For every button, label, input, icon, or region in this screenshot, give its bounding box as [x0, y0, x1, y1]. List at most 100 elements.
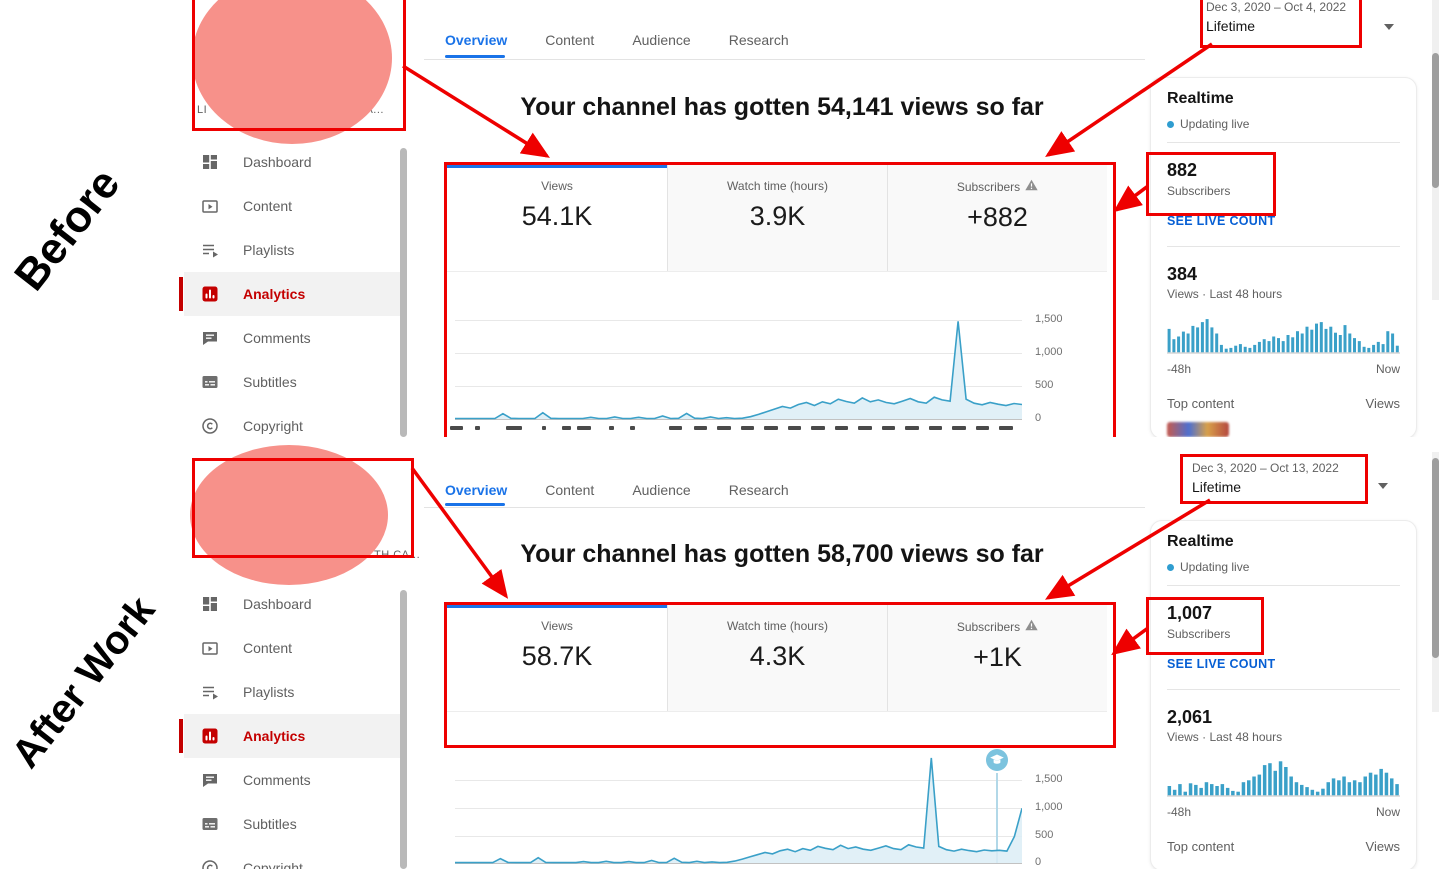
analytics-tabs: Overview Content Audience Research [445, 32, 789, 48]
live-dot-icon [1167, 563, 1174, 571]
after-screenshot: TH CA... Dashboard Content Playlists Ana… [0, 437, 1454, 869]
sidebar-item-playlists[interactable]: Playlists [184, 228, 400, 272]
chart-baseline [455, 863, 1022, 864]
subtitles-icon [200, 814, 220, 834]
playlists-icon [200, 240, 220, 260]
page-scrollbar-thumb[interactable] [1432, 458, 1439, 658]
page-scrollbar-thumb[interactable] [1432, 53, 1439, 188]
active-tab-underline [445, 55, 505, 58]
redaction-blob [190, 445, 388, 585]
tab-overview[interactable]: Overview [445, 482, 508, 498]
sidebar-item-label: Comments [243, 772, 311, 788]
sidebar-item-label: Playlists [243, 242, 295, 258]
see-live-count-link[interactable]: SEE LIVE COUNT [1167, 214, 1276, 228]
sidebar-item-label: Analytics [243, 286, 306, 302]
y-axis-tick: 500 [1035, 829, 1054, 841]
sidebar-item-content[interactable]: Content [184, 626, 400, 670]
realtime-title: Realtime [1167, 90, 1234, 107]
sidebar-item-subtitles[interactable]: Subtitles [184, 802, 400, 846]
metric-card-watch-time[interactable]: Watch time (hours) 4.3K [667, 605, 887, 711]
copyright-icon [200, 858, 220, 869]
chart-gridline [455, 386, 1022, 387]
metric-card-subscribers[interactable]: Subscribers +1K [887, 605, 1107, 711]
sidebar-item-content[interactable]: Content [184, 184, 400, 228]
divider [1167, 246, 1400, 247]
metric-label: Views [541, 619, 573, 633]
sidebar-scrollbar[interactable] [400, 148, 407, 437]
sidebar-item-label: Subtitles [243, 374, 297, 390]
warning-icon [1025, 619, 1038, 634]
divider [1167, 585, 1400, 586]
metric-label: Views [541, 179, 573, 193]
metric-card-views[interactable]: Views 58.7K [447, 605, 667, 711]
y-axis-tick: 1,500 [1035, 313, 1063, 325]
sidebar-item-dashboard[interactable]: Dashboard [184, 140, 400, 184]
chart-gridline [455, 808, 1022, 809]
video-thumbnail[interactable] [1167, 422, 1229, 437]
chevron-down-icon[interactable] [1378, 483, 1388, 489]
channel-views-headline: Your channel has gotten 54,141 views so … [520, 93, 1044, 121]
metric-label: Watch time (hours) [727, 619, 828, 633]
realtime-panel: Realtime Updating live 1,007 Subscribers… [1150, 520, 1417, 869]
views-line-chart [455, 315, 1023, 426]
redaction-blob [192, 0, 392, 144]
sidebar-item-analytics[interactable]: Analytics [179, 714, 400, 758]
metric-card-views[interactable]: Views 54.1K [447, 165, 667, 271]
y-axis-tick: 1,500 [1035, 773, 1063, 785]
metric-value: +882 [967, 202, 1028, 232]
chevron-down-icon[interactable] [1384, 24, 1394, 30]
chart-gridline [455, 836, 1022, 837]
realtime-subscriber-count: 1,007 [1167, 603, 1213, 623]
realtime-status: Updating live [1167, 117, 1249, 131]
sidebar-item-playlists[interactable]: Playlists [184, 670, 400, 714]
sidebar-item-dashboard[interactable]: Dashboard [184, 582, 400, 626]
realtime-subscriber-count: 882 [1167, 160, 1198, 180]
realtime-subscribers-label: Subscribers [1167, 627, 1231, 641]
tab-research[interactable]: Research [728, 32, 789, 48]
y-axis-tick: 0 [1035, 856, 1042, 868]
sidebar-item-label: Copyright [243, 860, 303, 869]
before-screenshot: LI CA... Dashboard Content Playlists Ana… [179, 0, 1439, 437]
date-preset-select[interactable]: Lifetime [1206, 18, 1256, 34]
realtime-subscribers-label: Subscribers [1167, 184, 1231, 198]
tab-content[interactable]: Content [545, 482, 595, 498]
date-range-text: Dec 3, 2020 – Oct 4, 2022 [1206, 0, 1347, 14]
sidebar-item-comments[interactable]: Comments [184, 316, 400, 360]
analytics-icon [200, 726, 220, 746]
tab-overview[interactable]: Overview [445, 32, 508, 48]
y-axis-tick: 500 [1035, 379, 1054, 391]
realtime-views-count: 384 [1167, 264, 1198, 284]
sidebar-item-comments[interactable]: Comments [184, 758, 400, 802]
content-icon [200, 196, 220, 216]
sidebar-item-subtitles[interactable]: Subtitles [184, 360, 400, 404]
see-live-count-link[interactable]: SEE LIVE COUNT [1167, 657, 1276, 671]
subtitles-icon [200, 372, 220, 392]
metric-cards: Views 54.1K Watch time (hours) 3.9K Subs… [447, 165, 1107, 272]
y-axis-tick: 1,000 [1035, 346, 1063, 358]
sidebar-item-label: Content [243, 198, 293, 214]
sidebar-item-copyright[interactable]: Copyright [184, 404, 400, 437]
metric-card-subscribers[interactable]: Subscribers +882 [887, 165, 1107, 271]
tab-audience[interactable]: Audience [632, 482, 691, 498]
sidebar-item-analytics[interactable]: Analytics [179, 272, 400, 316]
sidebar-item-label: Analytics [243, 728, 306, 744]
realtime-bar-chart [1167, 755, 1400, 802]
live-dot-icon [1167, 120, 1174, 128]
tabs-divider [424, 59, 1145, 60]
education-annotation-icon[interactable] [986, 749, 1008, 771]
analytics-icon [200, 284, 220, 304]
tab-audience[interactable]: Audience [632, 32, 691, 48]
copyright-icon [200, 416, 220, 436]
tab-content[interactable]: Content [545, 32, 595, 48]
tab-research[interactable]: Research [728, 482, 789, 498]
x-axis-redacted-labels [450, 426, 1015, 431]
realtime-axis-labels: -48h Now [1167, 362, 1400, 376]
sidebar-item-copyright[interactable]: Copyright [184, 846, 400, 869]
realtime-views-label: Views · Last 48 hours [1167, 287, 1283, 301]
metric-value: 58.7K [521, 641, 593, 671]
date-preset-select[interactable]: Lifetime [1192, 479, 1242, 495]
sidebar-scrollbar[interactable] [400, 590, 407, 869]
metric-card-watch-time[interactable]: Watch time (hours) 3.9K [667, 165, 887, 271]
sidebar-item-label: Playlists [243, 684, 295, 700]
comments-icon [200, 770, 220, 790]
